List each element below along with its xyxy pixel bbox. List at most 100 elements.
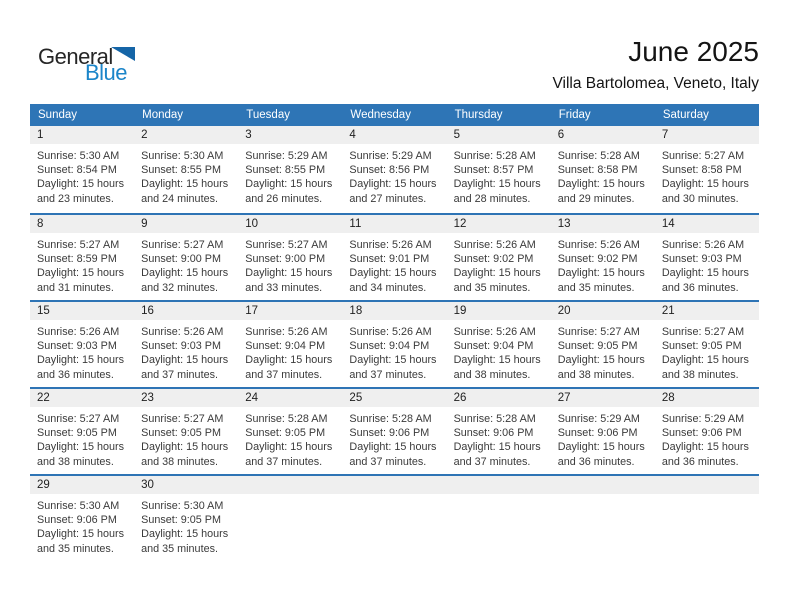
daylight-line-2: and 37 minutes. [349,368,427,381]
day-details: Sunrise: 5:28 AM Sunset: 8:57 PM Daylight:… [447,144,551,206]
day-details: Sunrise: 5:27 AM Sunset: 9:05 PM Daylight:… [30,407,134,469]
day-number-band: 16 [134,302,239,320]
sunset-line: Sunset: 9:05 PM [141,514,221,527]
calendar-weeks: 1 Sunrise: 5:30 AM Sunset: 8:54 PM Daylight… [30,126,759,561]
weekday-header-row: Sunday Monday Tuesday Wednesday Thursday Frid… [30,104,759,126]
day-number: 10 [245,218,259,230]
day-number: 13 [557,218,571,230]
day-cell-28: 28 Sunrise: 5:29 AM Sunset: 9:06 PM Dayligh… [654,389,759,474]
day-cell-4: 4 Sunrise: 5:29 AM Sunset: 8:56 PM Daylight… [342,126,447,213]
day-number: 30 [141,479,154,491]
day-cell-empty [550,476,655,561]
day-number-band: 26 [446,389,551,407]
sunrise-line: Sunrise: 5:26 AM [349,326,432,338]
day-cell-2: 2 Sunrise: 5:30 AM Sunset: 8:55 PM Daylight… [134,126,239,213]
day-number-band: 27 [550,389,655,407]
daylight-line-2: and 30 minutes. [661,192,739,205]
daylight-line-2: and 37 minutes. [141,368,218,381]
daylight-line-2: and 36 minutes. [37,368,114,381]
day-details: Sunrise: 5:27 AM Sunset: 9:05 PM Daylight:… [655,320,759,382]
day-details: Sunrise: 5:27 AM Sunset: 9:05 PM Daylight:… [551,320,655,382]
daylight-line-2: and 37 minutes. [245,455,323,468]
day-details [342,494,446,499]
day-number-band: 23 [134,389,239,407]
day-number-band: 6 [550,126,655,144]
week-row-3: 15 Sunrise: 5:26 AM Sunset: 9:03 PM Dayligh… [30,300,759,387]
day-number-band: 11 [342,215,447,233]
day-details: Sunrise: 5:28 AM Sunset: 8:58 PM Daylight:… [551,144,655,206]
sunset-line: Sunset: 9:05 PM [141,427,221,440]
sunset-line: Sunset: 9:00 PM [141,253,221,266]
sunset-line: Sunset: 8:54 PM [37,164,117,177]
sunrise-line: Sunrise: 5:27 AM [141,413,224,425]
day-cell-5: 5 Sunrise: 5:28 AM Sunset: 8:57 PM Daylight… [446,126,551,213]
daylight-line: Daylight: 15 hours [349,178,437,191]
day-number-band: 10 [238,215,343,233]
sunrise-line: Sunrise: 5:27 AM [245,239,328,251]
daylight-line-2: and 32 minutes. [141,281,218,294]
day-details: Sunrise: 5:30 AM Sunset: 8:55 PM Daylight:… [134,144,238,206]
sunrise-line: Sunrise: 5:27 AM [37,239,120,251]
daylight-line: Daylight: 15 hours [37,441,125,454]
daylight-line-2: and 23 minutes. [37,192,114,205]
daylight-line: Daylight: 15 hours [245,178,333,191]
day-details: Sunrise: 5:28 AM Sunset: 9:06 PM Daylight:… [447,407,551,469]
sunset-line: Sunset: 9:02 PM [453,253,534,266]
day-number: 20 [557,305,571,317]
daylight-line-2: and 33 minutes. [245,281,323,294]
daylight-line-2: and 38 minutes. [141,455,218,468]
weekday-header-sunday: Sunday [38,109,78,121]
day-details: Sunrise: 5:27 AM Sunset: 8:59 PM Daylight:… [30,233,134,295]
day-number-band: 29 [30,476,135,494]
day-number: 7 [661,129,669,141]
day-number: 2 [141,129,148,141]
day-details: Sunrise: 5:29 AM Sunset: 9:06 PM Daylight:… [655,407,759,469]
sunrise-line: Sunrise: 5:26 AM [661,239,745,251]
day-number-band: 4 [342,126,447,144]
sunrise-line: Sunrise: 5:29 AM [557,413,640,425]
day-cell-23: 23 Sunrise: 5:27 AM Sunset: 9:05 PM Dayligh… [134,389,239,474]
sunrise-line: Sunrise: 5:26 AM [557,239,640,251]
day-number-band: 19 [446,302,551,320]
day-cell-14: 14 Sunrise: 5:26 AM Sunset: 9:03 PM Dayligh… [654,215,759,300]
day-details: Sunrise: 5:26 AM Sunset: 9:04 PM Daylight:… [447,320,551,382]
day-number-band: 12 [446,215,551,233]
day-number: 28 [661,392,675,404]
sunrise-line: Sunrise: 5:28 AM [453,150,536,162]
sunset-line: Sunset: 8:58 PM [661,164,742,177]
day-number: 19 [453,305,467,317]
day-cell-9: 9 Sunrise: 5:27 AM Sunset: 9:00 PM Daylight… [134,215,239,300]
day-number: 23 [141,392,154,404]
sunset-line: Sunset: 9:06 PM [557,427,638,440]
day-cell-empty [654,476,759,561]
daylight-line: Daylight: 15 hours [37,528,125,541]
general-blue-logo: General Blue [38,44,158,85]
day-number-band: 13 [550,215,655,233]
day-details: Sunrise: 5:27 AM Sunset: 9:00 PM Daylight:… [134,233,238,295]
week-row-5: 29 Sunrise: 5:30 AM Sunset: 9:06 PM Dayligh… [30,474,759,561]
sunset-line: Sunset: 8:59 PM [37,253,117,266]
daylight-line: Daylight: 15 hours [661,178,749,191]
day-cell-13: 13 Sunrise: 5:26 AM Sunset: 9:02 PM Dayligh… [550,215,655,300]
sunrise-line: Sunrise: 5:28 AM [349,413,432,425]
daylight-line-2: and 35 minutes. [37,542,114,555]
day-cell-24: 24 Sunrise: 5:28 AM Sunset: 9:05 PM Dayligh… [238,389,343,474]
daylight-line-2: and 35 minutes. [557,281,635,294]
day-number: 11 [349,218,362,230]
sunset-line: Sunset: 9:04 PM [453,340,534,353]
daylight-line: Daylight: 15 hours [37,267,125,280]
day-number: 29 [37,479,50,491]
day-details: Sunrise: 5:30 AM Sunset: 8:54 PM Daylight:… [30,144,134,206]
day-number: 17 [245,305,259,317]
sunrise-line: Sunrise: 5:28 AM [557,150,640,162]
sunset-line: Sunset: 9:00 PM [245,253,326,266]
daylight-line-2: and 38 minutes. [661,368,739,381]
daylight-line: Daylight: 15 hours [349,267,437,280]
day-details [551,494,655,499]
sunrise-line: Sunrise: 5:30 AM [141,500,224,512]
day-details: Sunrise: 5:26 AM Sunset: 9:03 PM Daylight:… [134,320,238,382]
day-cell-29: 29 Sunrise: 5:30 AM Sunset: 9:06 PM Dayligh… [30,476,135,561]
sunrise-line: Sunrise: 5:26 AM [349,239,432,251]
day-cell-11: 11 Sunrise: 5:26 AM Sunset: 9:01 PM Dayligh… [342,215,447,300]
